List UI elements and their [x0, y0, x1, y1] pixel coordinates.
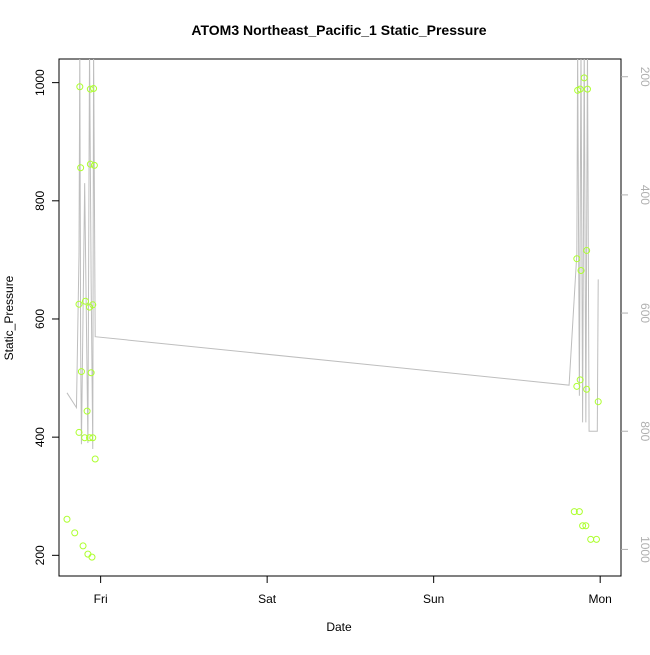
data-point	[86, 434, 94, 442]
data-point	[87, 369, 95, 377]
data-point	[89, 301, 97, 309]
x-tick-label: Mon	[589, 592, 612, 606]
data-point	[577, 267, 585, 275]
y-tick-label: 400	[33, 427, 47, 447]
data-point	[90, 85, 98, 93]
data-point	[90, 161, 98, 169]
y-axis-label: Static_Pressure	[2, 275, 16, 360]
y-tick-label: 800	[33, 190, 47, 210]
data-point	[63, 515, 71, 523]
x-axis: Fri Sat Sun Mon	[94, 576, 612, 606]
data-point	[576, 376, 584, 384]
y2-tick-label: 1000	[638, 536, 650, 563]
series-line	[66, 59, 599, 449]
data-point	[86, 160, 94, 168]
data-point	[77, 164, 85, 172]
data-point	[587, 535, 595, 543]
y2-tick-label: 200	[638, 67, 650, 87]
y2-tick-label: 400	[638, 185, 650, 205]
data-point	[579, 522, 587, 530]
data-point	[81, 434, 89, 442]
y-tick-label: 200	[33, 545, 47, 565]
data-point	[583, 85, 591, 93]
data-point	[84, 550, 92, 558]
plot-frame	[58, 58, 622, 577]
data-point	[583, 246, 591, 254]
data-point	[75, 428, 83, 436]
data-point	[582, 522, 590, 530]
data-point	[576, 85, 584, 93]
data-point	[91, 455, 99, 463]
data-point	[88, 553, 96, 561]
data-point	[86, 85, 94, 93]
y2-tick-label: 600	[638, 303, 650, 323]
right-axis: 200 400 600 800 1000	[621, 67, 650, 563]
data-point	[77, 368, 85, 376]
x-tick-label: Fri	[94, 592, 108, 606]
data-point	[81, 297, 89, 305]
y-tick-label: 1000	[33, 69, 47, 96]
data-point	[75, 300, 83, 308]
data-point	[89, 434, 97, 442]
data-point	[580, 74, 588, 82]
series-point-layer	[63, 74, 602, 561]
data-point	[583, 385, 591, 393]
x-tick-label: Sat	[258, 592, 277, 606]
data-point	[594, 398, 602, 406]
data-point	[76, 83, 84, 91]
chart-title: ATOM3 Northeast_Pacific_1 Static_Pressur…	[191, 22, 486, 38]
data-point	[573, 255, 581, 263]
data-point	[71, 529, 79, 537]
y2-tick-label: 800	[638, 421, 650, 441]
data-point	[592, 535, 600, 543]
data-point	[570, 508, 578, 516]
data-point	[79, 542, 87, 550]
data-point	[573, 382, 581, 390]
data-point	[83, 407, 91, 415]
x-tick-label: Sun	[423, 592, 444, 606]
left-axis: 200 400 600 800 1000	[33, 69, 59, 565]
y-tick-label: 600	[33, 309, 47, 329]
series-line-layer	[66, 59, 599, 449]
x-axis-label: Date	[326, 620, 352, 634]
data-point	[575, 508, 583, 516]
